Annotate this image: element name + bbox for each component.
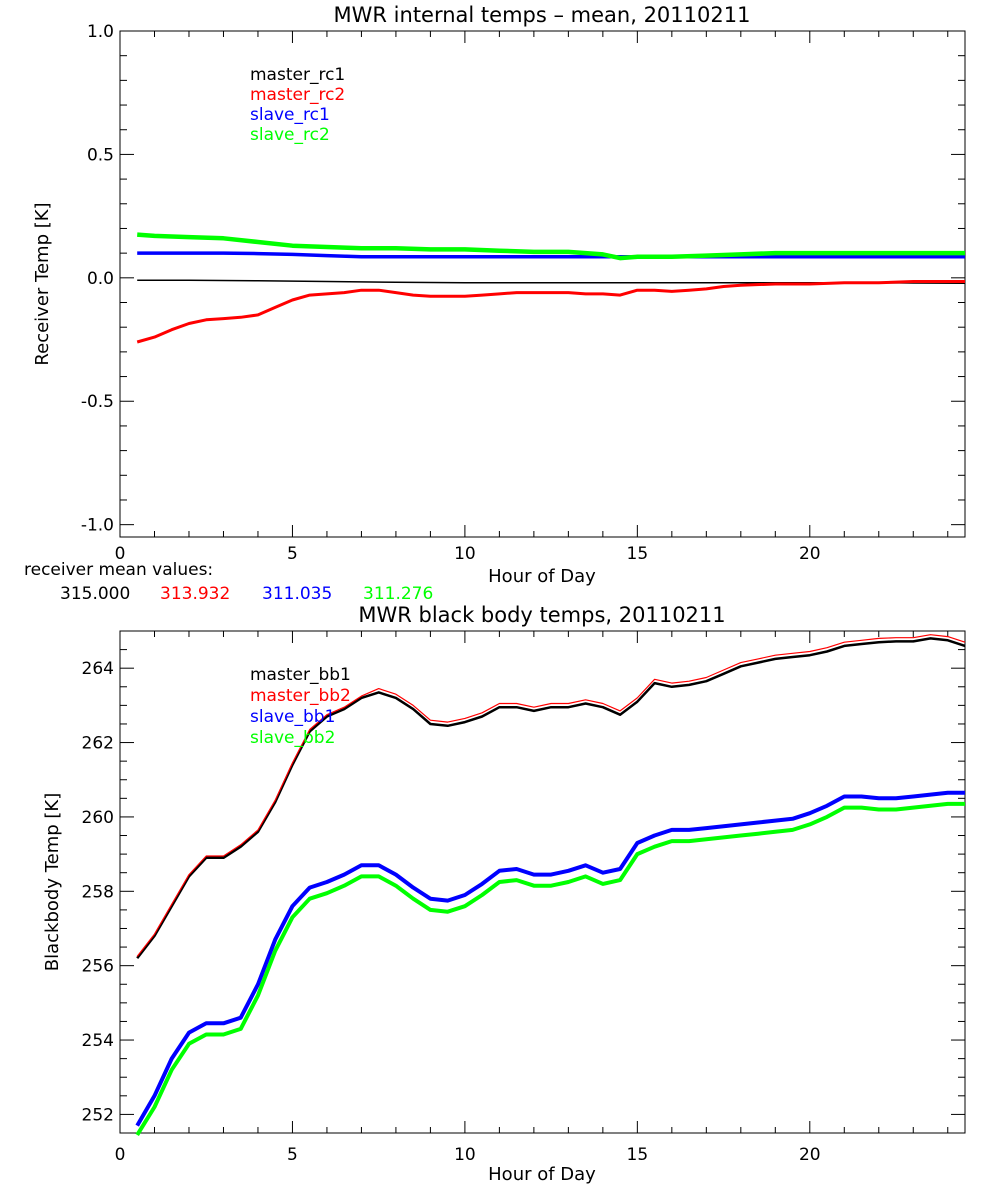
x-tick-label: 10 [454, 544, 476, 564]
axis-ticks [119, 30, 965, 537]
x-tick-label: 5 [287, 1145, 298, 1165]
receiver-temp-panel: MWR internal temps – mean, 20110211 0 5 10… [24, 3, 966, 604]
mean-values-label: receiver mean values: [24, 560, 213, 580]
axis-ticks [119, 630, 965, 1134]
legend-entry-master-rc1: master_rc1 [250, 65, 345, 85]
series-line-slave-rc1 [137, 251, 965, 259]
series-lines [136, 232, 966, 344]
series-line-master-bb2 [136, 634, 966, 957]
legend-entry-slave-bb2: slave_bb2 [250, 728, 335, 748]
x-tick-label: 0 [115, 1145, 126, 1165]
x-axis-label: Hour of Day [488, 1164, 596, 1185]
chart-title: MWR internal temps – mean, 20110211 [334, 3, 751, 27]
plot-frame [119, 30, 966, 538]
y-tick-label: 252 [82, 1105, 114, 1125]
y-tick-label: 258 [82, 882, 114, 902]
axis-tick-labels: 0 5 10 15 20 -1.0 -0.5 0.0 0.5 1.0 [81, 22, 821, 564]
series-line-master-bb1 [136, 637, 966, 959]
legend-entry-slave-rc1: slave_rc1 [250, 105, 330, 125]
legend-entry-master-bb1: master_bb1 [250, 665, 351, 685]
x-tick-label: 15 [627, 544, 649, 564]
y-tick-label: 254 [82, 1031, 114, 1051]
y-tick-label: 262 [82, 734, 114, 754]
series-line-master-rc2 [136, 280, 965, 344]
y-tick-label: 256 [82, 957, 114, 977]
y-tick-label: 260 [82, 808, 114, 828]
x-tick-label: 15 [627, 1145, 649, 1165]
y-tick-label: 1.0 [87, 22, 114, 42]
series-line-slave-bb2 [135, 801, 965, 1136]
series-lines [135, 634, 966, 1136]
y-tick-label: -1.0 [81, 516, 114, 536]
mean-value-slave-rc1: 311.035 [262, 584, 332, 604]
series-line-slave-bb1 [135, 790, 965, 1127]
y-tick-label: 0.5 [87, 145, 114, 165]
blackbody-temp-panel: MWR black body temps, 20110211 0 5 10 15 20 2… [42, 603, 966, 1185]
mean-value-slave-rc2: 311.276 [363, 584, 433, 604]
axis-tick-labels: 0 5 10 15 20 252 254 256 258 260 262 264 [82, 659, 821, 1165]
x-tick-label: 10 [454, 1145, 476, 1165]
mean-values-annotation: receiver mean values: 315.000 313.932 31… [24, 560, 433, 604]
x-tick-label: 20 [799, 544, 821, 564]
y-tick-label: 0.0 [87, 269, 114, 289]
legend-entry-master-rc2: master_rc2 [250, 85, 345, 105]
plot-frame [119, 630, 966, 1134]
x-tick-label: 20 [799, 1145, 821, 1165]
mean-value-master-rc2: 313.932 [160, 584, 230, 604]
x-axis-label: Hour of Day [488, 566, 596, 587]
chart-title: MWR black body temps, 20110211 [358, 603, 725, 627]
legend-entry-slave-bb1: slave_bb1 [250, 707, 335, 727]
y-tick-label: -0.5 [81, 392, 114, 412]
series-line-slave-rc2 [137, 232, 965, 261]
mean-value-master-rc1: 315.000 [60, 584, 130, 604]
x-tick-label: 0 [115, 544, 126, 564]
legend-entry-master-bb2: master_bb2 [250, 686, 351, 706]
y-axis-label: Blackbody Temp [K] [42, 793, 63, 971]
y-tick-label: 264 [82, 659, 114, 679]
y-axis-label: Receiver Temp [K] [32, 202, 53, 365]
legend-entry-slave-rc2: slave_rc2 [250, 125, 330, 145]
x-tick-label: 5 [287, 544, 298, 564]
